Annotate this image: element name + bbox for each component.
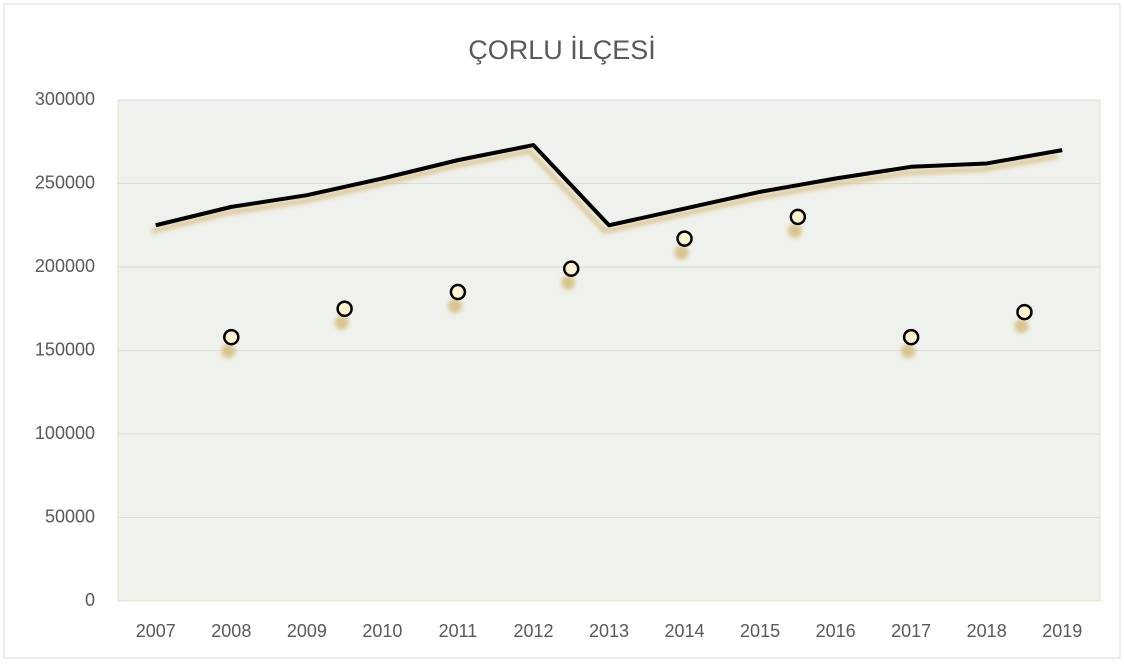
x-tick-label: 2016 bbox=[816, 621, 856, 641]
point-shadow bbox=[221, 344, 236, 359]
x-tick-label: 2010 bbox=[362, 621, 402, 641]
point bbox=[223, 328, 240, 346]
chart-title: ÇORLU İLÇESİ bbox=[468, 34, 656, 65]
x-tick-label: 2017 bbox=[891, 621, 931, 641]
point-shadow bbox=[901, 344, 916, 359]
point bbox=[676, 230, 693, 247]
y-tick-label: 0 bbox=[85, 590, 95, 610]
point-shadow bbox=[447, 299, 462, 314]
x-tick-label: 2008 bbox=[211, 621, 251, 641]
x-tick-label: 2007 bbox=[136, 621, 176, 641]
x-tick-label: 2012 bbox=[513, 621, 553, 641]
x-tick-label: 2015 bbox=[740, 621, 780, 641]
x-tick-label: 2014 bbox=[665, 621, 705, 641]
point bbox=[562, 260, 580, 277]
x-tick-label: 2011 bbox=[439, 621, 478, 641]
point-shadow bbox=[787, 223, 802, 238]
y-tick-label: 200000 bbox=[35, 256, 95, 276]
point-shadow bbox=[1014, 319, 1029, 334]
y-tick-label: 100000 bbox=[35, 423, 95, 443]
point-shadow bbox=[334, 315, 349, 330]
point bbox=[336, 300, 353, 317]
y-tick-label: 250000 bbox=[35, 172, 95, 192]
x-tick-label: 2019 bbox=[1042, 621, 1082, 641]
point bbox=[449, 283, 467, 301]
point bbox=[789, 208, 807, 226]
point bbox=[902, 328, 920, 346]
x-tick-label: 2018 bbox=[967, 621, 1007, 641]
point-shadow bbox=[561, 275, 576, 290]
y-tick-label: 300000 bbox=[35, 89, 95, 109]
y-tick-label: 150000 bbox=[35, 339, 95, 359]
line bbox=[155, 143, 1063, 228]
y-tick-label: 50000 bbox=[45, 506, 95, 526]
point bbox=[1016, 303, 1033, 321]
line-shadow bbox=[151, 148, 1059, 234]
x-tick-label: 2013 bbox=[589, 621, 629, 641]
point-shadow bbox=[674, 245, 689, 260]
x-tick-label: 2009 bbox=[287, 621, 327, 641]
